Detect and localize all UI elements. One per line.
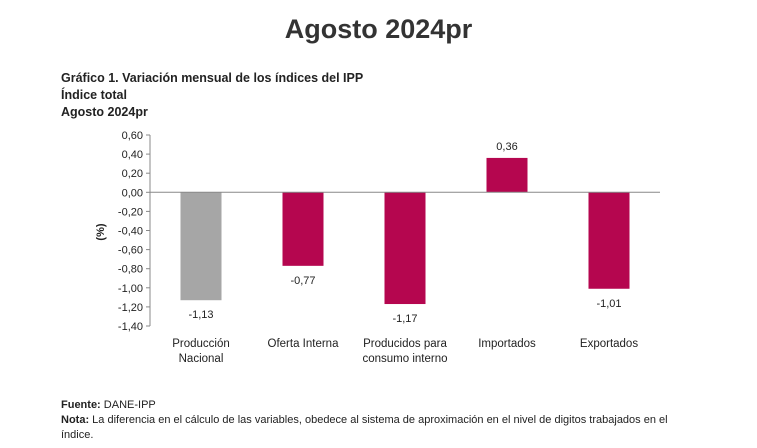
chart-period: Agosto 2024pr xyxy=(61,105,148,119)
bar xyxy=(486,157,528,193)
y-tick-label: -0,60 xyxy=(118,245,143,257)
data-label: -1,17 xyxy=(392,313,417,325)
category-label: Producidos para xyxy=(363,338,447,350)
source-text: DANE-IPP xyxy=(103,399,156,411)
y-tick-label: 0,40 xyxy=(122,149,143,161)
chart-header: Gráfico 1. Variación mensual de los índi… xyxy=(61,70,363,121)
y-tick-label: -0,40 xyxy=(118,226,143,238)
note-label: Nota: xyxy=(61,414,90,426)
bar-chart: 0,60 0,40 0,20 0,00 -0,20 -0,40 -0,60 -0,80 -1,0… xyxy=(95,130,660,365)
y-tick-label: -0,20 xyxy=(118,206,143,218)
chart-title: Gráfico 1. Variación mensual de los índi… xyxy=(61,71,364,85)
category-label: consumo interno xyxy=(362,353,447,365)
note-text: La diferencia en el cálculo de las varia… xyxy=(61,414,668,441)
source-line: Fuente: DANE-IPP xyxy=(61,398,701,413)
category-label: Producción xyxy=(172,338,230,350)
source-label: Fuente: xyxy=(61,399,101,411)
bar xyxy=(384,192,426,305)
footer: Fuente: DANE-IPP Nota: La diferencia en … xyxy=(61,398,701,443)
bar xyxy=(180,192,222,301)
y-tick-label: -1,20 xyxy=(118,302,143,314)
chart-subtitle: Índice total xyxy=(61,88,127,102)
data-label: -0,77 xyxy=(290,275,315,287)
y-tick-label: 0,60 xyxy=(122,130,143,142)
y-tick-label: 0,00 xyxy=(122,187,143,199)
y-tick-label: -1,40 xyxy=(118,321,143,333)
bar xyxy=(282,192,324,266)
y-tick-label: 0,20 xyxy=(122,168,143,180)
category-label: Exportados xyxy=(580,338,638,350)
y-tick-label: -0,80 xyxy=(118,264,143,276)
data-label: -1,13 xyxy=(188,309,213,321)
category-label: Nacional xyxy=(179,353,224,365)
note-line: Nota: La diferencia en el cálculo de las… xyxy=(61,413,701,443)
data-label: -1,01 xyxy=(596,298,621,310)
category-label: Oferta Interna xyxy=(268,338,340,350)
data-label: 0,36 xyxy=(496,141,517,153)
category-label: Importados xyxy=(478,338,536,350)
y-tick-label: -1,00 xyxy=(118,283,143,295)
bar xyxy=(588,192,630,289)
y-axis-label: (%) xyxy=(95,223,107,240)
page-title: Agosto 2024pr xyxy=(284,14,473,44)
